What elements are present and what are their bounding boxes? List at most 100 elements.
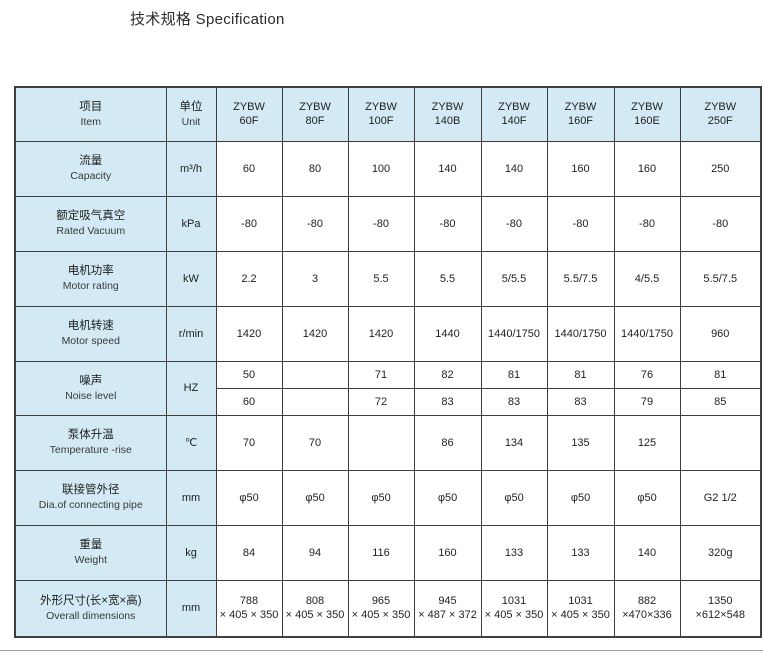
row-weight: 重量 Weight kg 84 94 116 160 133 133 140 3…	[14, 524, 762, 581]
row-label-zh: 泵体升温	[67, 429, 114, 441]
value-cell: 86	[413, 414, 482, 471]
value-cell: 140	[413, 140, 482, 197]
value-cell: φ50	[546, 469, 615, 526]
row-motor-rating: 电机功率 Motor rating kW 2.2 3 5.5 5.5 5/5.5…	[14, 250, 762, 307]
value-cell: 945 × 487 × 372	[413, 579, 482, 638]
header-item-en: Item	[80, 115, 101, 128]
dim-length: 808	[305, 595, 325, 608]
header-unit: 单位 Unit	[165, 86, 217, 142]
row-label: 流量 Capacity	[14, 140, 167, 197]
row-label-zh: 电机转速	[67, 320, 114, 332]
dim-wh: × 405 × 350	[551, 609, 610, 622]
value-cell: 60	[215, 140, 283, 197]
row-label: 泵体升温 Temperature -rise	[14, 414, 167, 471]
value-cell: -80	[546, 195, 615, 252]
row-capacity: 流量 Capacity m³/h 60 80 100 140 140 160 1…	[14, 140, 762, 197]
dim-wh: × 405 × 350	[285, 609, 345, 622]
value-cell: 80	[281, 140, 349, 197]
value-cell: 160	[546, 140, 615, 197]
unit-cell: mm	[165, 579, 217, 638]
header-unit-en: Unit	[181, 115, 201, 128]
value-cell: 1031 × 405 × 350	[480, 579, 548, 638]
model-code: 160F	[567, 115, 594, 128]
unit-cell: ℃	[165, 414, 217, 471]
value-cell: 71	[347, 360, 415, 389]
value-cell: 83	[413, 387, 482, 416]
row-label-zh: 噪声	[79, 374, 103, 387]
value-cell: 100	[347, 140, 415, 197]
value-cell: -80	[613, 195, 681, 252]
value-cell: φ50	[347, 469, 415, 526]
dim-wh: × 405 × 350	[484, 609, 544, 622]
value-cell: 250	[679, 140, 762, 197]
row-noise-top: 噪声 Noise level HZ 50 71 82 81 81 76 81	[14, 360, 762, 416]
value-cell: φ50	[480, 469, 548, 526]
value-cell	[281, 387, 349, 416]
model-code: 80F	[305, 115, 325, 128]
row-label-en: Rated Vacuum	[56, 225, 126, 237]
row-label: 联接管外径 Dia.of connecting pipe	[14, 469, 167, 526]
model-code: 100F	[368, 115, 394, 128]
header-item: 项目 Item	[14, 86, 167, 142]
row-label-en: Noise level	[65, 389, 117, 402]
value-cell: 160	[613, 140, 681, 197]
value-cell: 2.2	[215, 250, 283, 307]
value-cell: 965 × 405 × 350	[347, 579, 415, 638]
value-cell: 79	[613, 387, 681, 416]
value-cell: -80	[413, 195, 482, 252]
row-motor-speed: 电机转速 Motor speed r/min 1420 1420 1420 14…	[14, 305, 762, 362]
model-code: 140F	[501, 115, 527, 128]
value-cell: 3	[281, 250, 349, 307]
model-code: 250F	[707, 115, 733, 128]
header-model-140b: ZYBW 140B	[413, 86, 482, 142]
unit-cell: mm	[165, 469, 217, 526]
value-cell: 808 × 405 × 350	[281, 579, 349, 638]
value-cell: 5.5	[413, 250, 482, 307]
value-cell: 5.5/7.5	[546, 250, 615, 307]
model-code: 60F	[239, 115, 259, 128]
value-cell: 320g	[679, 524, 762, 581]
row-label-en: Motor rating	[62, 280, 119, 292]
header-model-100f: ZYBW 100F	[347, 86, 415, 142]
value-cell: 70	[215, 414, 283, 471]
dim-wh: ×612×548	[695, 609, 746, 622]
value-cell: φ50	[413, 469, 482, 526]
value-cell: 1420	[215, 305, 283, 362]
row-label-zh: 流量	[79, 155, 103, 167]
model-code: 160E	[634, 115, 660, 128]
value-cell: 84	[215, 524, 283, 581]
value-cell: -80	[480, 195, 548, 252]
row-rated-vacuum: 额定吸气真空 Rated Vacuum kPa -80 -80 -80 -80 …	[14, 195, 762, 252]
dim-wh: ×470×336	[622, 609, 672, 622]
unit-cell: m³/h	[165, 140, 217, 197]
value-cell: 1440/1750	[613, 305, 681, 362]
model-brand: ZYBW	[564, 101, 597, 114]
spec-table: 项目 Item 单位 Unit ZYBW 60F ZYBW 80F ZYBW 1…	[14, 86, 762, 638]
row-label: 电机功率 Motor rating	[14, 250, 167, 307]
value-cell: 81	[480, 360, 548, 389]
header-model-60f: ZYBW 60F	[215, 86, 283, 142]
value-cell: -80	[281, 195, 349, 252]
value-cell: 882 ×470×336	[613, 579, 681, 638]
row-label-en: Dia.of connecting pipe	[38, 499, 143, 511]
dim-wh: × 405 × 350	[351, 609, 411, 622]
value-cell: 160	[413, 524, 482, 581]
value-cell: 5.5/7.5	[679, 250, 762, 307]
value-cell: 5/5.5	[480, 250, 548, 307]
value-cell: 1420	[347, 305, 415, 362]
row-overall-dimensions: 外形尺寸(长×宽×高) Overall dimensions mm 788 × …	[14, 579, 762, 638]
dim-length: 882	[637, 595, 657, 608]
unit-cell: kW	[165, 250, 217, 307]
value-cell: 133	[480, 524, 548, 581]
dim-length: 1031	[568, 595, 593, 608]
dim-length: 1031	[501, 595, 527, 608]
row-label-en: Capacity	[70, 170, 112, 182]
header-item-zh: 项目	[79, 100, 103, 113]
value-cell: 81	[679, 360, 762, 389]
unit-cell: r/min	[165, 305, 217, 362]
bottom-divider	[0, 650, 763, 651]
row-label-zh: 重量	[79, 539, 103, 551]
value-cell: 135	[546, 414, 615, 471]
header-row: 项目 Item 单位 Unit ZYBW 60F ZYBW 80F ZYBW 1…	[14, 86, 762, 142]
value-cell: -80	[679, 195, 762, 252]
